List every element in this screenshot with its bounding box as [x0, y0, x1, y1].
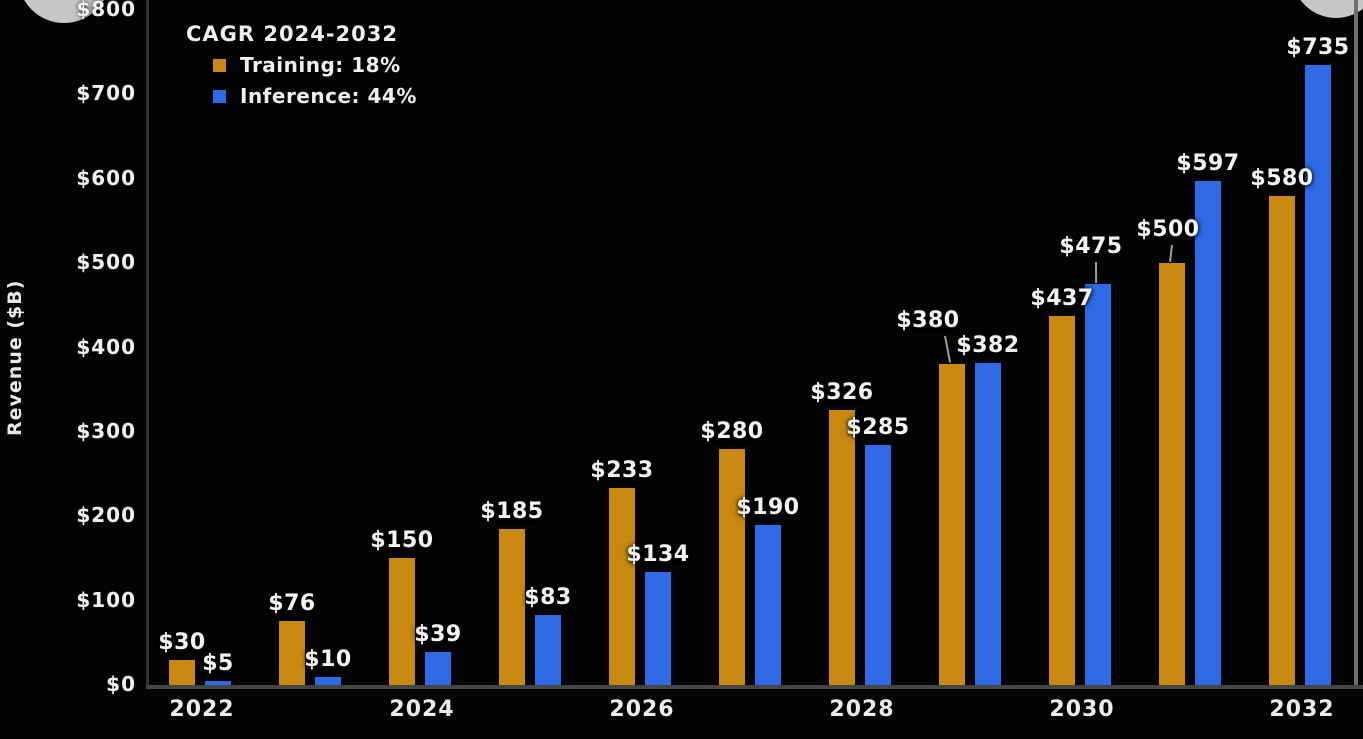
legend-title: CAGR 2024-2032 [186, 22, 398, 46]
bar-training-2027 [719, 448, 745, 689]
y-axis-title: Revenue ($B) [4, 279, 26, 437]
y-tick-label: $100 [76, 587, 136, 612]
legend-label-inference: Inference: 44% [240, 84, 417, 108]
y-axis-spine [146, 0, 149, 688]
bar-value-label: $134 [626, 541, 690, 567]
bar-inference-2030 [1085, 284, 1111, 689]
bar-training-2022 [169, 659, 195, 689]
label-leader-line [1094, 262, 1097, 284]
legend-item-training: Training: 18% [213, 53, 417, 77]
label-leader-line [943, 336, 951, 364]
bar-value-label: $5 [202, 650, 234, 676]
bar-value-label: $500 [1136, 217, 1200, 243]
y-tick-label: $700 [76, 81, 136, 106]
inference-swatch-icon [213, 89, 226, 103]
bar-value-label: $76 [268, 590, 316, 616]
bar-training-2029 [939, 364, 965, 689]
x-tick-label: 2024 [389, 697, 455, 722]
bar-value-label: $39 [414, 622, 462, 648]
bar-training-2030 [1049, 316, 1075, 689]
label-leader-line [1169, 245, 1173, 263]
x-axis-line [146, 685, 1363, 689]
legend-item-inference: Inference: 44% [213, 84, 417, 108]
bar-value-label: $382 [956, 332, 1020, 358]
bar-training-2023 [279, 620, 305, 689]
y-tick-label: $400 [76, 334, 136, 359]
bar-value-label: $285 [846, 414, 910, 440]
y-tick-label: $500 [76, 250, 136, 275]
bar-value-label: $233 [590, 458, 654, 484]
y-tick-label: $600 [76, 165, 136, 190]
y-tick-label: $200 [76, 503, 136, 528]
y-tick-label: $0 [106, 672, 136, 696]
bar-value-label: $190 [736, 494, 800, 520]
bar-value-label: $580 [1250, 165, 1314, 191]
x-tick-label: 2022 [169, 697, 235, 722]
bar-inference-2028 [865, 444, 891, 689]
bar-training-2032 [1269, 195, 1295, 689]
bar-value-label: $185 [480, 498, 544, 524]
bar-value-label: $10 [304, 646, 352, 672]
bar-training-2024 [389, 558, 415, 689]
bar-training-2028 [829, 409, 855, 689]
bar-training-2025 [499, 528, 525, 689]
y-tick-label: $300 [76, 418, 136, 443]
bar-value-label: $735 [1286, 34, 1350, 60]
bar-inference-2031 [1195, 181, 1221, 689]
plot-area: $30 $76 $150 $185 $233 $280 $326 $380 $437 $500 $5… [147, 0, 1357, 739]
bar-value-label: $83 [524, 584, 572, 610]
x-tick-label: 2032 [1269, 697, 1335, 722]
bar-inference-2032 [1305, 64, 1331, 689]
y-tick-label: $800 [76, 0, 136, 21]
x-tick-label: 2026 [609, 697, 675, 722]
bar-value-label: $380 [896, 308, 960, 334]
bar-value-label: $30 [158, 629, 206, 655]
training-swatch-icon [213, 58, 226, 72]
x-tick-label: 2028 [829, 697, 895, 722]
bar-value-label: $326 [810, 379, 874, 405]
x-tick-label: 2030 [1049, 697, 1115, 722]
bar-inference-2029 [975, 362, 1001, 689]
bar-inference-2026 [645, 571, 671, 689]
bar-value-label: $150 [370, 528, 434, 554]
bar-inference-2022 [205, 680, 231, 689]
bar-value-label: $597 [1176, 151, 1240, 177]
bar-inference-2024 [425, 652, 451, 689]
legend: CAGR 2024-2032 Training: 18% Inference: … [186, 22, 417, 108]
bar-training-2026 [609, 488, 635, 689]
bar-value-label: $475 [1059, 234, 1123, 260]
bar-value-label: $437 [1030, 286, 1094, 312]
right-spine [1354, 0, 1358, 688]
bar-inference-2027 [755, 524, 781, 689]
bar-inference-2025 [535, 614, 561, 689]
bar-value-label: $280 [700, 418, 764, 444]
bar-training-2031 [1159, 263, 1185, 689]
legend-label-training: Training: 18% [240, 53, 401, 77]
